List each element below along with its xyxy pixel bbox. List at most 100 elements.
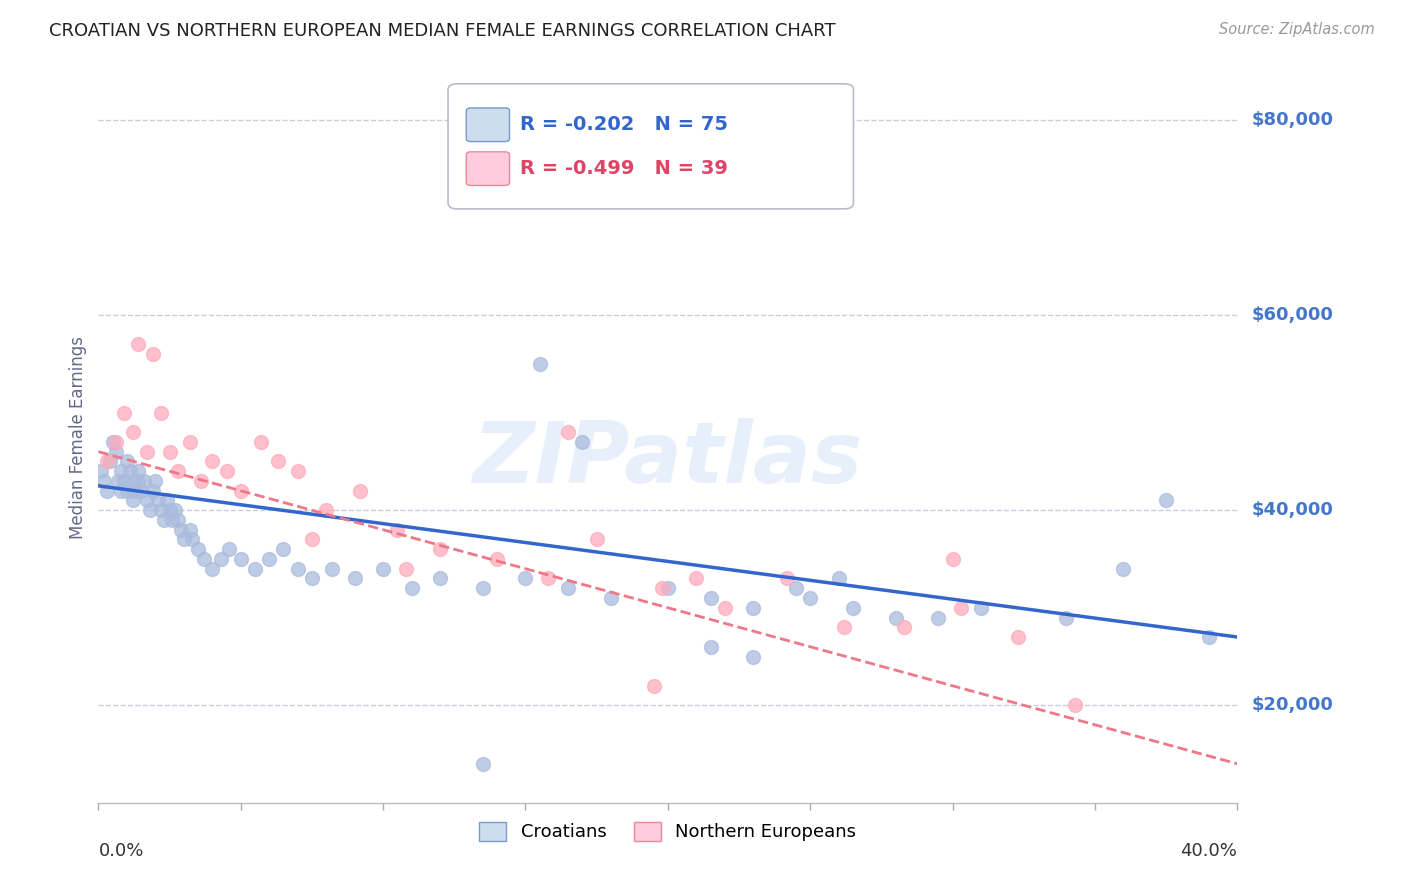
- Point: [243, 562, 266, 576]
- Point: [159, 444, 181, 458]
- Point: [124, 483, 146, 498]
- Point: [162, 513, 184, 527]
- Point: [135, 493, 157, 508]
- Point: [121, 474, 143, 488]
- Text: 0.0%: 0.0%: [98, 842, 143, 860]
- Point: [170, 523, 193, 537]
- Point: [173, 533, 195, 547]
- Point: [343, 572, 366, 586]
- Point: [112, 474, 135, 488]
- Point: [828, 572, 851, 586]
- Point: [179, 523, 201, 537]
- Point: [893, 620, 915, 634]
- Point: [193, 552, 215, 566]
- Text: $20,000: $20,000: [1251, 697, 1333, 714]
- Point: [118, 464, 141, 478]
- Text: R = -0.499   N = 39: R = -0.499 N = 39: [520, 159, 728, 178]
- Point: [785, 581, 807, 595]
- Point: [167, 464, 190, 478]
- Point: [165, 503, 187, 517]
- Text: R = -0.202   N = 75: R = -0.202 N = 75: [520, 115, 728, 135]
- Point: [135, 444, 157, 458]
- Point: [132, 474, 155, 488]
- Point: [537, 572, 560, 586]
- Point: [127, 337, 149, 351]
- Point: [657, 581, 679, 595]
- Point: [159, 503, 181, 517]
- Point: [107, 474, 129, 488]
- Text: Source: ZipAtlas.com: Source: ZipAtlas.com: [1219, 22, 1375, 37]
- Point: [714, 600, 737, 615]
- Point: [90, 464, 112, 478]
- Point: [699, 640, 721, 654]
- Point: [950, 600, 973, 615]
- Point: [201, 454, 224, 468]
- Point: [201, 562, 224, 576]
- Point: [229, 483, 252, 498]
- Point: [685, 572, 707, 586]
- Point: [112, 406, 135, 420]
- Point: [927, 610, 949, 624]
- Point: [1007, 630, 1029, 644]
- Point: [486, 552, 509, 566]
- Point: [699, 591, 721, 605]
- Text: ZIPatlas: ZIPatlas: [472, 417, 863, 500]
- Point: [148, 493, 170, 508]
- Point: [127, 474, 149, 488]
- Point: [179, 434, 201, 449]
- Point: [1056, 610, 1078, 624]
- FancyBboxPatch shape: [467, 108, 509, 142]
- Point: [651, 581, 673, 595]
- Point: [834, 620, 856, 634]
- Point: [115, 454, 138, 468]
- Point: [884, 610, 907, 624]
- Point: [267, 454, 290, 468]
- Point: [1064, 698, 1087, 713]
- Point: [215, 464, 238, 478]
- Point: [93, 474, 115, 488]
- Point: [138, 503, 160, 517]
- Y-axis label: Median Female Earnings: Median Female Earnings: [69, 335, 87, 539]
- Point: [209, 552, 232, 566]
- Point: [1198, 630, 1220, 644]
- Point: [181, 533, 204, 547]
- Text: $40,000: $40,000: [1251, 501, 1333, 519]
- Point: [842, 600, 865, 615]
- Point: [742, 649, 765, 664]
- Point: [776, 572, 799, 586]
- Point: [301, 572, 323, 586]
- Point: [167, 513, 190, 527]
- Point: [96, 454, 118, 468]
- Point: [287, 562, 309, 576]
- Point: [395, 562, 418, 576]
- Point: [110, 464, 132, 478]
- Point: [115, 483, 138, 498]
- Point: [373, 562, 395, 576]
- Point: [121, 493, 143, 508]
- Text: $60,000: $60,000: [1251, 306, 1333, 324]
- Point: [110, 483, 132, 498]
- Point: [529, 357, 551, 371]
- Point: [471, 581, 494, 595]
- Point: [321, 562, 343, 576]
- FancyBboxPatch shape: [449, 84, 853, 209]
- Text: 40.0%: 40.0%: [1181, 842, 1237, 860]
- Point: [96, 483, 118, 498]
- FancyBboxPatch shape: [467, 152, 509, 186]
- Point: [187, 542, 209, 557]
- Point: [259, 552, 281, 566]
- Point: [287, 464, 309, 478]
- Point: [799, 591, 821, 605]
- Point: [571, 434, 593, 449]
- Point: [600, 591, 623, 605]
- Point: [429, 542, 451, 557]
- Text: CROATIAN VS NORTHERN EUROPEAN MEDIAN FEMALE EARNINGS CORRELATION CHART: CROATIAN VS NORTHERN EUROPEAN MEDIAN FEM…: [49, 22, 835, 40]
- Point: [643, 679, 665, 693]
- Point: [349, 483, 371, 498]
- Point: [156, 493, 179, 508]
- Point: [249, 434, 271, 449]
- Point: [150, 503, 173, 517]
- Point: [153, 513, 176, 527]
- Point: [190, 474, 212, 488]
- Point: [315, 503, 337, 517]
